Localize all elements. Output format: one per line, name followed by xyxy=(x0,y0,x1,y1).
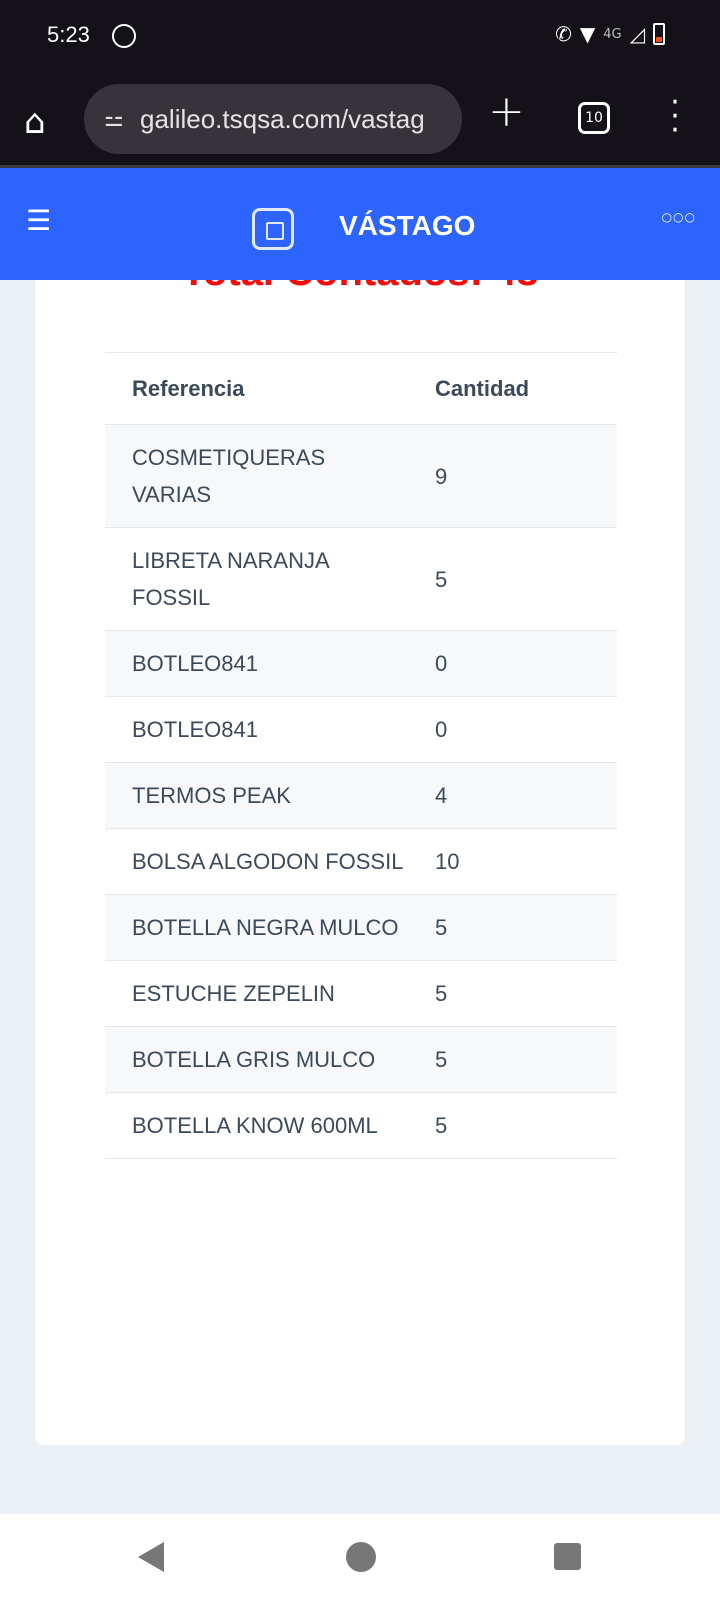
total-count: Total Contados: 48 xyxy=(35,280,685,295)
cell-cantidad: 0 xyxy=(408,696,617,763)
hamburger-menu-icon[interactable]: ☰ xyxy=(26,204,52,237)
more-icon[interactable]: ○○○ xyxy=(661,210,696,224)
cell-referencia: BOTLEO841 xyxy=(105,630,408,697)
inventory-table: Referencia Cantidad COSMETIQUERAS VARIAS… xyxy=(105,352,617,1159)
table-row: BOTELLA KNOW 600ML 5 xyxy=(105,1092,617,1159)
signal-icon: ◿ xyxy=(629,22,645,46)
table-row: ESTUCHE ZEPELIN 5 xyxy=(105,960,617,1027)
wifi-icon: ▼ xyxy=(579,22,596,46)
cell-cantidad: 5 xyxy=(408,894,617,961)
site-settings-icon[interactable]: ⚍ xyxy=(104,106,124,131)
cell-referencia: BOTELLA KNOW 600ML xyxy=(105,1092,408,1159)
app-title: VÁSTAGO xyxy=(339,210,476,241)
network-type: 4G xyxy=(603,26,622,42)
table-row: TERMOS PEAK 4 xyxy=(105,762,617,829)
whatsapp-icon xyxy=(112,24,136,48)
wifi-calling-icon: ✆ xyxy=(555,22,572,46)
cell-referencia: ESTUCHE ZEPELIN xyxy=(105,960,408,1027)
battery-icon xyxy=(653,23,665,45)
home-icon[interactable]: ⌂ xyxy=(24,102,46,142)
cell-referencia: BOTELLA GRIS MULCO xyxy=(105,1026,408,1093)
table-row: BOTELLA NEGRA MULCO 5 xyxy=(105,894,617,961)
more-options-icon[interactable]: · · · xyxy=(670,85,680,148)
clock: 5:23 xyxy=(47,22,90,47)
new-tab-icon[interactable]: + xyxy=(488,86,525,137)
header-cantidad: Cantidad xyxy=(408,352,617,425)
cell-referencia: BOTELLA NEGRA MULCO xyxy=(105,894,408,961)
cell-referencia: LIBRETA NARANJA FOSSIL xyxy=(105,527,408,631)
tab-switcher-button[interactable]: 10 xyxy=(578,102,610,134)
cell-cantidad: 4 xyxy=(408,762,617,829)
table-row: BOTELLA GRIS MULCO 5 xyxy=(105,1026,617,1093)
cell-cantidad: 10 xyxy=(408,828,617,895)
status-bar: 5:23 ✆ ▼ 4G ◿ xyxy=(0,0,720,72)
cell-referencia: BOTLEO841 xyxy=(105,696,408,763)
system-nav-bar xyxy=(0,1514,720,1600)
table-row: BOLSA ALGODON FOSSIL 10 xyxy=(105,828,617,895)
cell-cantidad: 5 xyxy=(408,1092,617,1159)
header-referencia: Referencia xyxy=(105,352,408,425)
table-row: BOTLEO841 0 xyxy=(105,630,617,697)
recents-icon[interactable] xyxy=(554,1543,581,1570)
url-text: galileo.tsqsa.com/vastag xyxy=(140,104,425,134)
cell-cantidad: 5 xyxy=(408,960,617,1027)
cell-cantidad: 5 xyxy=(408,1026,617,1093)
back-icon[interactable] xyxy=(138,1542,164,1572)
table-row: LIBRETA NARANJA FOSSIL 5 xyxy=(105,527,617,631)
cell-cantidad: 5 xyxy=(408,527,617,631)
nfc-logo-icon xyxy=(252,208,294,250)
status-icons: ✆ ▼ 4G ◿ xyxy=(555,22,665,46)
cell-referencia: COSMETIQUERAS VARIAS xyxy=(105,424,408,528)
home-nav-icon[interactable] xyxy=(346,1542,376,1572)
table-row: COSMETIQUERAS VARIAS 9 xyxy=(105,424,617,528)
app-header: ☰ VÁSTAGO ○○○ xyxy=(0,168,720,280)
cell-cantidad: 0 xyxy=(408,630,617,697)
results-card: Total Contados: 48 Referencia Cantidad C… xyxy=(35,280,685,1445)
cell-cantidad: 9 xyxy=(408,424,617,528)
browser-toolbar: ⌂ ⚍ galileo.tsqsa.com/vastag + 10 · · · xyxy=(0,72,720,168)
cell-referencia: TERMOS PEAK xyxy=(105,762,408,829)
cell-referencia: BOLSA ALGODON FOSSIL xyxy=(105,828,408,895)
table-row: BOTLEO841 0 xyxy=(105,696,617,763)
address-bar[interactable]: ⚍ galileo.tsqsa.com/vastag xyxy=(84,84,462,154)
